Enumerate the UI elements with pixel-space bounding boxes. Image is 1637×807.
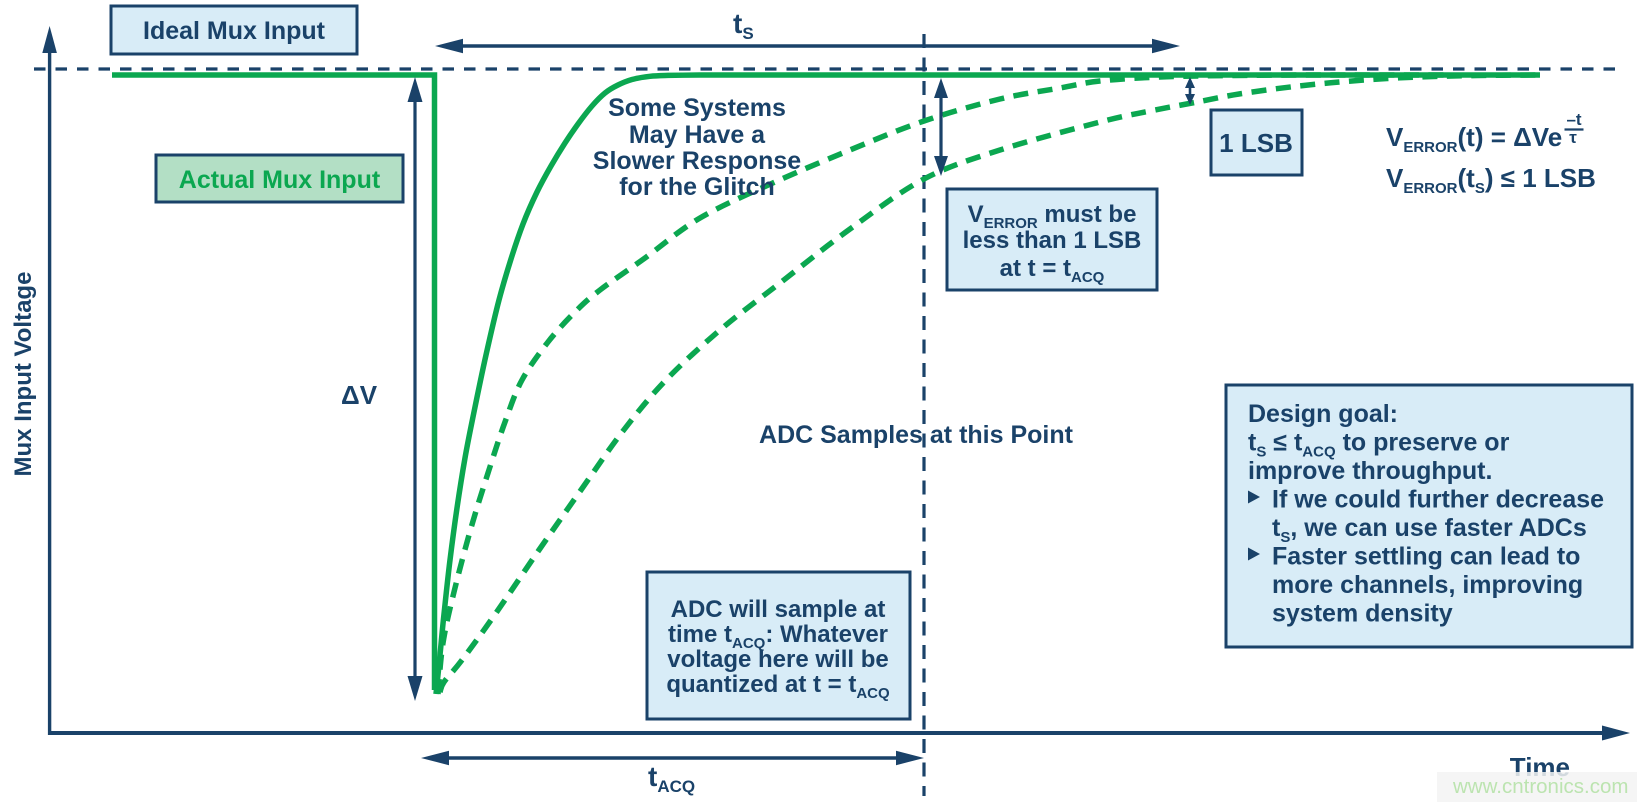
svg-text:ADC will sample at: ADC will sample at [671,596,886,623]
svg-text:Design goal:: Design goal: [1248,400,1398,428]
svg-text:Ideal Mux Input: Ideal Mux Input [143,17,326,45]
svg-text:VERROR(tS) ≤ 1 LSB: VERROR(tS) ≤ 1 LSB [1386,163,1596,197]
svg-text:May Have a: May Have a [629,121,766,149]
svg-text:for the Glitch: for the Glitch [619,173,775,201]
svg-text:τ: τ [1569,128,1577,147]
svg-text:tS, we can use faster ADCs: tS, we can use faster ADCs [1272,514,1587,546]
svg-text:ΔV: ΔV [341,380,378,410]
svg-text:If we could further decrease: If we could further decrease [1272,486,1604,514]
svg-text:improve throughput.: improve throughput. [1248,457,1492,485]
svg-text:less than 1 LSB: less than 1 LSB [963,227,1142,254]
svg-text:time tACQ: Whatever: time tACQ: Whatever [668,621,888,652]
svg-text:voltage here will be: voltage here will be [667,646,888,673]
svg-text:more channels, improving: more channels, improving [1272,571,1583,599]
svg-text:system density: system density [1272,600,1453,628]
svg-text:quantized at t = tACQ: quantized at t = tACQ [666,671,890,702]
svg-text:1 LSB: 1 LSB [1219,128,1293,158]
svg-text:tS ≤ tACQ to preserve or: tS ≤ tACQ to preserve or [1248,429,1510,461]
svg-text:Faster settling can lead to: Faster settling can lead to [1272,543,1580,571]
svg-text:www.cntronics.com: www.cntronics.com [1452,775,1628,798]
svg-text:Mux Input Voltage: Mux Input Voltage [10,272,37,477]
svg-text:–t: –t [1566,110,1581,129]
svg-text:Some Systems: Some Systems [608,94,786,122]
svg-text:ADC Samples at this Point: ADC Samples at this Point [759,421,1074,449]
svg-text:Slower Response: Slower Response [593,147,801,175]
svg-text:Actual Mux Input: Actual Mux Input [179,166,381,194]
